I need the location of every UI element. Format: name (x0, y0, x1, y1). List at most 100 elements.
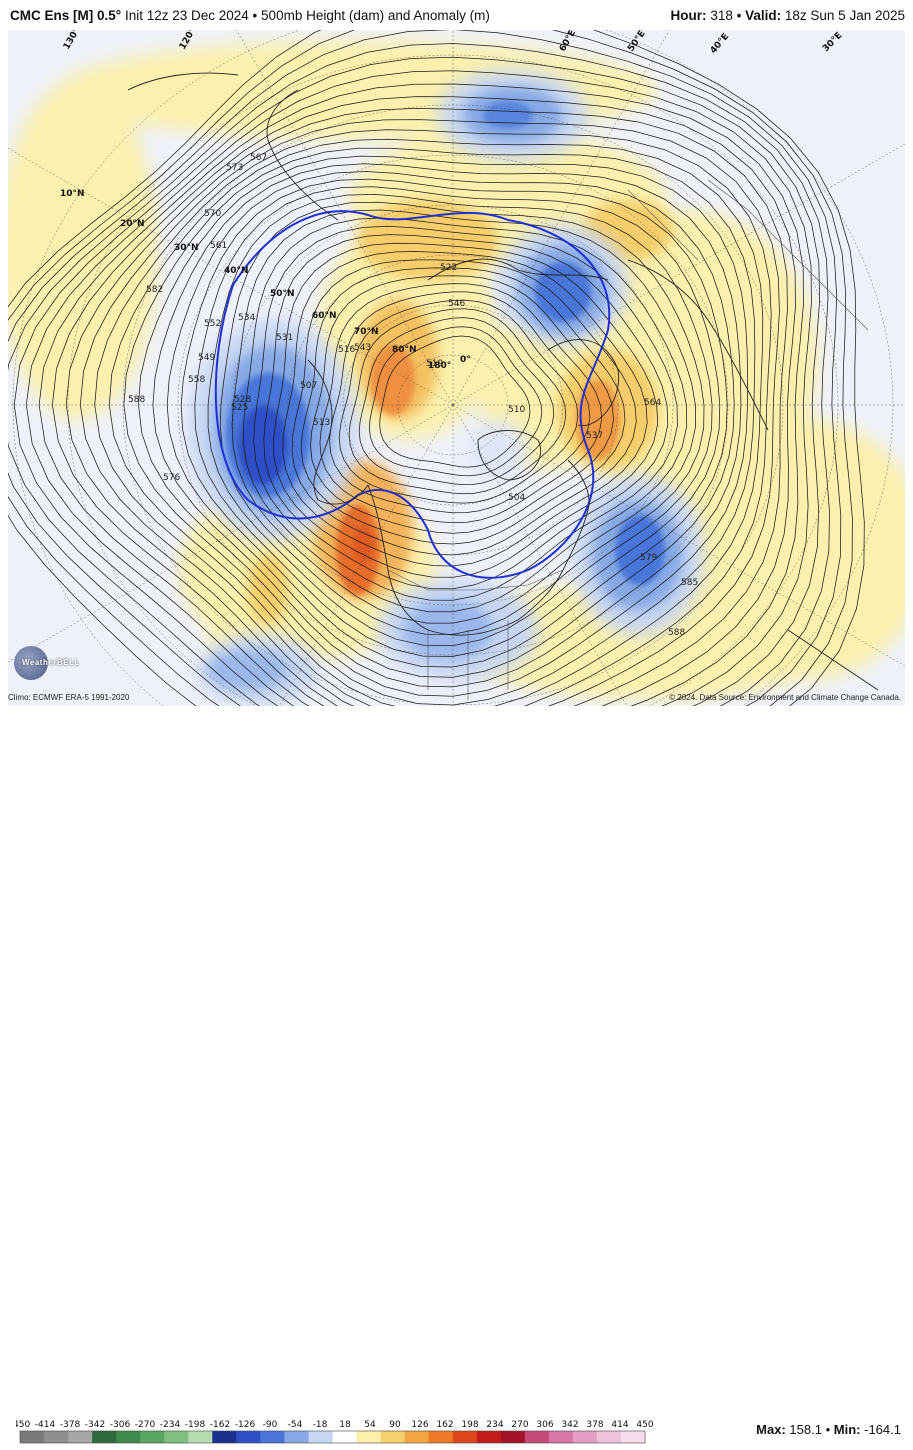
colorbar-tick-label: -162 (210, 1420, 230, 1430)
height-contour-line (8, 43, 830, 706)
contour-labels: 582 588 576 579 585 588 573 570 567 564 … (128, 153, 698, 638)
colorbar-swatch (620, 1431, 646, 1443)
east-coast (562, 459, 590, 571)
product-name: 500mb Height (dam) and Anomaly (m) (261, 7, 490, 23)
contour-label: 570 (204, 209, 221, 219)
climatology-contour (214, 210, 611, 579)
colorbar-tick-label: 342 (561, 1420, 578, 1430)
colorbar-swatch (500, 1431, 526, 1443)
max-min-stats: Max: 158.1 • Min: -164.1 (756, 1422, 901, 1437)
header-valid: Hour: 318 • Valid: 18z Sun 5 Jan 2025 (671, 8, 905, 23)
contour-label: 588 (668, 628, 685, 638)
graticule (8, 30, 905, 706)
contour-label: 552 (204, 319, 221, 329)
model-name: CMC Ens [M] 0.5 (10, 7, 116, 23)
height-contour-line (65, 108, 788, 706)
latitude-label: 80°N (392, 345, 417, 355)
colorbar-swatch (572, 1431, 598, 1443)
contour-label: 528 (234, 395, 251, 405)
height-contour-line (94, 129, 772, 706)
contour-label: 561 (210, 241, 227, 251)
latitude-label: 20°N (120, 219, 145, 229)
legend-bar: -450 -414 -378 -342 -306 -270 -234 -198 -162 -126… (0, 706, 913, 1444)
contour-label: 549 (198, 353, 215, 363)
colorbar-tick-label: -198 (185, 1420, 206, 1430)
colorbar-swatch (452, 1431, 478, 1443)
height-contour-line (108, 138, 764, 706)
height-contour-line (8, 30, 865, 706)
colorbar-tick-label: -90 (263, 1420, 278, 1430)
colorbar-tick-label: -378 (60, 1420, 81, 1430)
contour-label: 588 (128, 395, 145, 405)
alaska-coast (307, 359, 369, 505)
separator: • (252, 7, 258, 23)
contour-label: 579 (640, 553, 657, 563)
height-contour-line (379, 335, 531, 468)
degree-symbol: ° (115, 7, 122, 23)
latitude-label: 10°N (60, 189, 85, 199)
colorbar-tick-label: 162 (436, 1420, 453, 1430)
gulf-coast (427, 569, 564, 636)
colorbar-tick-label: 54 (364, 1420, 376, 1430)
colorbar-swatch (140, 1431, 165, 1443)
contour-label: 513 (313, 418, 330, 428)
contour-label: 516 (338, 345, 355, 355)
greenland (547, 339, 620, 426)
contour-label: 531 (276, 333, 293, 343)
colorbar-swatch (596, 1431, 622, 1443)
colorbar-swatch (212, 1431, 237, 1443)
height-contour-line (8, 30, 853, 706)
copyright-note: © 2024. Data Source: Environment and Cli… (669, 693, 901, 702)
valid-label: Valid: (745, 7, 782, 23)
colorbar-swatch (524, 1431, 550, 1443)
longitude-label: 0° (460, 355, 471, 365)
colorbar-tick-label: 126 (411, 1420, 428, 1430)
contour-label: 576 (163, 473, 180, 483)
height-contour-line (231, 209, 696, 624)
contour-label: 543 (354, 343, 371, 353)
height-contour-line (194, 186, 721, 657)
colorbar-tick-label: 378 (586, 1420, 603, 1430)
height-contour-line (348, 308, 567, 495)
political-borders (387, 179, 869, 700)
contour-label: 546 (448, 299, 465, 309)
colorbar-tick-label: -234 (160, 1420, 181, 1430)
colorbar-swatch (428, 1431, 454, 1443)
contour-label: 585 (681, 578, 698, 588)
contour-label: 507 (300, 381, 317, 391)
valid-value: 18z Sun 5 Jan 2025 (784, 7, 905, 23)
contour-label: 573 (226, 163, 243, 173)
contour-label: 582 (146, 285, 163, 295)
colorbar-swatch (92, 1431, 117, 1443)
logo-text: WeatherBELL (22, 658, 80, 667)
max-value: 158.1 (789, 1422, 822, 1437)
colorbar-swatch (236, 1431, 261, 1443)
weatherbell-logo: WeatherBELL (12, 642, 84, 682)
east-asia-coast (266, 89, 339, 221)
height-anomaly-map: 582 588 576 579 585 588 573 570 567 564 … (8, 30, 905, 706)
height-contour-line (369, 326, 543, 477)
logo-circle (14, 646, 48, 680)
hour-label: Hour: (670, 7, 707, 23)
hudson-bay (477, 430, 542, 481)
contour-label: 522 (440, 263, 457, 273)
colorbar-swatch (44, 1431, 69, 1443)
colorbar-swatch (356, 1431, 382, 1443)
header-title: CMC Ens [M] 0.5° Init 12z 23 Dec 2024 • … (10, 8, 490, 23)
colorbar-tick-label: 198 (461, 1420, 478, 1430)
height-contour-line (273, 242, 659, 578)
asia-coast-north (127, 72, 239, 91)
europe-border (627, 189, 699, 261)
stats-separator: • (825, 1422, 831, 1437)
positive-anomaly-strong (336, 345, 620, 595)
latitude-label: 70°N (354, 327, 379, 337)
colorbar-tick-label: -126 (235, 1420, 256, 1430)
contour-label: 519 (426, 359, 443, 369)
latitude-circle (397, 354, 509, 456)
latitude-labels: 10°N 20°N 30°N 40°N 50°N 60°N 70°N 80°N (60, 189, 417, 355)
africa-coast (787, 629, 879, 691)
colorbar-swatch (476, 1431, 502, 1443)
colorbar-swatch (332, 1431, 358, 1443)
latitude-label: 60°N (312, 311, 337, 321)
contour-label: 534 (238, 313, 255, 323)
